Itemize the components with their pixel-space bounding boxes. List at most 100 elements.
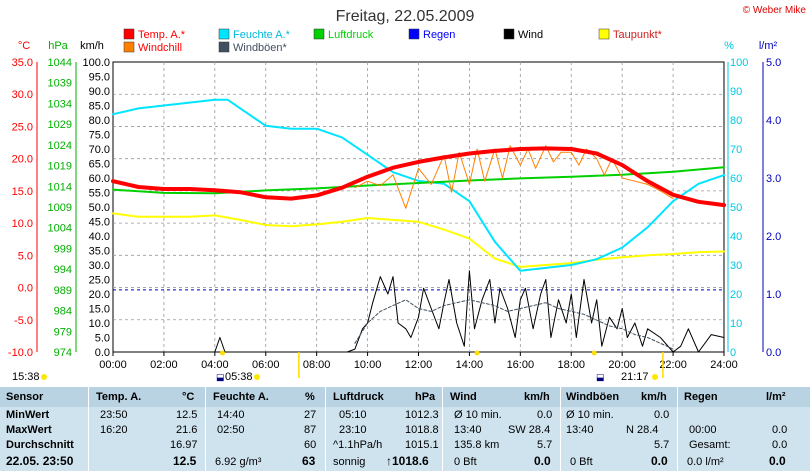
max-rain-value: 0.0 [772, 424, 788, 436]
axis-2-tick-0: 0.0 [95, 347, 110, 359]
axis-0-tick-2: 0.0 [18, 283, 33, 295]
axis-1-tick-10: 1024 [48, 140, 72, 152]
legend-label-1: Feuchte A.* [233, 29, 291, 41]
min-temp-time: 23:50 [100, 409, 128, 421]
axis-0-tick-6: 20.0 [12, 154, 33, 166]
x-tick-label-8: 16:00 [507, 359, 535, 371]
legend-label-5: Taupunkt* [613, 29, 663, 41]
axis-1-tick-8: 1014 [48, 181, 72, 193]
current-wind-value: 0.0 [534, 454, 551, 468]
axis-2-tick-16: 80.0 [89, 115, 110, 127]
series-wind [112, 270, 725, 353]
sunrise-sun-icon [254, 374, 260, 380]
current-rain-text: 0.0 l/m² [687, 456, 724, 468]
weather-chart: Freitag, 22.05.2009 © Weber Mike Temp. A.*… [8, 5, 807, 383]
sunrise-label: 05:38 [225, 371, 253, 383]
legend-label-7: Windböen* [233, 42, 288, 54]
max-hum-value: 87 [304, 424, 317, 436]
max-wind-time: 13:40 [454, 424, 482, 436]
sun-left-icon [41, 374, 47, 380]
x-tick-label-2: 04:00 [201, 359, 229, 371]
axis-1-tick-13: 1039 [48, 78, 72, 90]
current-press-value: ↑1018.6 [386, 454, 429, 468]
axis-2-tick-3: 15.0 [89, 304, 110, 316]
max-press-time: 23:10 [339, 424, 367, 436]
current-gust-value: 0.0 [651, 454, 668, 468]
axis-1-tick-3: 989 [54, 285, 72, 297]
legend-label-3: Regen [423, 29, 455, 41]
x-tick-label-12: 24:00 [710, 359, 738, 371]
min-gust-value: 0.0 [654, 409, 670, 421]
legend-swatch-2 [313, 28, 325, 40]
min-press-time: 05:10 [339, 409, 367, 421]
min-press-value: 1012.3 [405, 409, 439, 421]
axis-3-tick-0: 0 [730, 347, 736, 359]
current-temp-value: 12.5 [173, 454, 197, 468]
axis-2-tick-13: 65.0 [89, 159, 110, 171]
copyright-label: © Weber Mike [743, 5, 807, 16]
axis-0-tick-5: 15.0 [12, 186, 33, 198]
axis-marker-2 [591, 350, 597, 356]
legend-swatch-4 [503, 28, 515, 40]
max-gust-dir: N 28.4 [626, 424, 659, 436]
axis-1-tick-5: 999 [54, 243, 72, 255]
legend-swatch-7 [218, 41, 230, 53]
axis-2-tick-12: 60.0 [89, 173, 110, 185]
min-gust-label: Ø 10 min. [566, 409, 614, 421]
x-tick-label-10: 20:00 [608, 359, 636, 371]
axis-1-tick-14: 1044 [48, 57, 72, 69]
axis-unit-4: l/m² [759, 40, 778, 52]
axis-1-tick-12: 1034 [48, 98, 72, 110]
legend-label-6: Windchill [138, 42, 182, 54]
x-tick-label-11: 22:00 [659, 359, 687, 371]
forecast-text: sonnig [333, 456, 366, 468]
sunset-icon: ⬓ [596, 372, 605, 382]
header-humidity-unit: % [305, 391, 315, 403]
x-tick-label-1: 02:00 [150, 359, 178, 371]
header-humidity: Feuchte A. [213, 391, 269, 403]
axis-3-tick-6: 60 [730, 173, 742, 185]
axis-1-tick-0: 974 [54, 347, 72, 359]
current-rain-value: 0.0 [769, 454, 786, 468]
press-trend: ^1.1hPa/h [333, 439, 383, 451]
current-abs-humidity: 6.92 g/m³ [215, 456, 262, 468]
axis-0-tick-4: 10.0 [12, 218, 33, 230]
axis-2-tick-2: 10.0 [89, 318, 110, 330]
axis-2-tick-7: 35.0 [89, 246, 110, 258]
axis-3-tick-7: 70 [730, 144, 742, 156]
axis-2-tick-15: 75.0 [89, 130, 110, 142]
current-hum-value: 63 [302, 454, 316, 468]
min-wind-label: Ø 10 min. [454, 409, 502, 421]
axis-3-tick-10: 100 [730, 57, 748, 69]
max-wind-dir: SW 28.4 [508, 424, 551, 436]
axis-0-tick-7: 25.0 [12, 121, 33, 133]
axis-3-tick-9: 90 [730, 86, 742, 98]
row-label-max: MaxWert [6, 424, 52, 436]
axis-0-tick-1: -5.0 [14, 315, 33, 327]
header-gust: Windböen [566, 391, 620, 403]
axis-2-tick-11: 55.0 [89, 188, 110, 200]
rain-total-value: 0.0 [772, 439, 788, 451]
axis-4-tick-0: 0.0 [766, 347, 781, 359]
avg-hum-value: 60 [304, 439, 317, 451]
axis-2-tick-9: 45.0 [89, 217, 110, 229]
axis-2-tick-4: 20.0 [89, 289, 110, 301]
axis-0-tick-9: 35.0 [12, 57, 33, 69]
legend-swatch-0 [123, 28, 135, 40]
series-windb-en [354, 299, 674, 350]
series-feuchte-a [112, 98, 725, 272]
axis-2-tick-19: 95.0 [89, 72, 110, 84]
max-temp-time: 16:20 [100, 424, 128, 436]
max-hum-time: 02:50 [217, 424, 245, 436]
avg-wind-value: 5.7 [537, 439, 553, 451]
axis-0-tick-8: 30.0 [12, 89, 33, 101]
series-windchill [354, 145, 674, 209]
sun-left-label: 15:38 [12, 371, 40, 383]
header-temp: Temp. A. [96, 391, 142, 403]
x-tick-label-5: 10:00 [354, 359, 382, 371]
axis-unit-2: km/h [80, 40, 104, 52]
axis-2-tick-18: 90.0 [89, 86, 110, 98]
statistics-table: Sensor Temp. A. °C Feuchte A. % Luftdruc… [0, 387, 810, 471]
axis-3-tick-5: 50 [730, 202, 742, 214]
axis-2-tick-14: 70.0 [89, 144, 110, 156]
